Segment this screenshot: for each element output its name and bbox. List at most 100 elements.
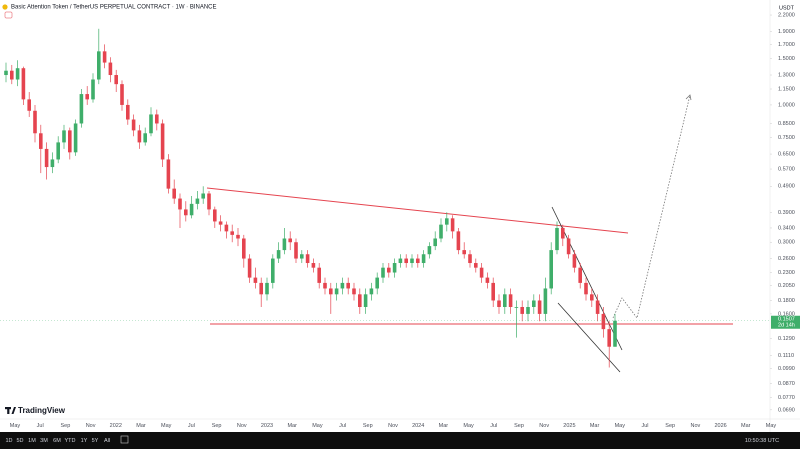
y-tick-label: 1.0000 bbox=[778, 102, 795, 108]
range-button[interactable]: 5Y bbox=[92, 438, 99, 444]
y-tick-label: 1.9000 bbox=[778, 29, 795, 35]
candle-body bbox=[369, 288, 374, 295]
candle-body bbox=[189, 203, 194, 216]
candle-body bbox=[44, 148, 49, 168]
x-tick-label: Jul bbox=[37, 423, 44, 429]
range-button[interactable]: 1Y bbox=[81, 438, 88, 444]
candle-body bbox=[300, 254, 304, 259]
x-tick-label: May bbox=[463, 423, 474, 429]
candle-body bbox=[491, 282, 495, 301]
last-price-box bbox=[771, 315, 800, 329]
candle-body bbox=[73, 123, 78, 153]
candle-body bbox=[584, 282, 588, 295]
y-tick-label: 0.8500 bbox=[778, 121, 795, 127]
y-tick-label: 0.1600 bbox=[778, 311, 795, 317]
x-tick-label: Mar bbox=[287, 423, 297, 429]
countdown: 2d 14h bbox=[778, 323, 795, 329]
candle-body bbox=[595, 300, 600, 314]
y-tick-label: 0.3400 bbox=[778, 225, 795, 231]
range-button[interactable]: 1M bbox=[28, 438, 36, 444]
logo-text[interactable]: TradingView bbox=[18, 406, 66, 415]
range-button[interactable]: 3M bbox=[40, 438, 48, 444]
candle-body bbox=[532, 300, 536, 307]
y-tick-label: 0.7500 bbox=[778, 135, 795, 141]
range-button[interactable]: 1D bbox=[5, 438, 12, 444]
candle-body bbox=[427, 246, 432, 255]
candle-body bbox=[520, 306, 524, 314]
date-range-icon[interactable] bbox=[120, 435, 129, 444]
x-tick-label: May bbox=[10, 423, 21, 429]
candle-body bbox=[102, 51, 107, 63]
candle-body bbox=[555, 227, 559, 251]
y-tick-label: 0.4900 bbox=[778, 184, 795, 190]
range-button[interactable]: YTD bbox=[65, 438, 76, 444]
range-button[interactable]: 6M bbox=[53, 438, 61, 444]
x-tick-label: Mar bbox=[136, 423, 146, 429]
candle-body bbox=[613, 320, 617, 347]
candle-body bbox=[416, 258, 420, 264]
candle-body bbox=[305, 254, 310, 264]
alert-icon[interactable] bbox=[4, 11, 13, 19]
x-tick-label: Mar bbox=[590, 423, 600, 429]
candle-body bbox=[68, 130, 72, 153]
candle-body bbox=[15, 68, 20, 80]
candle-body bbox=[62, 130, 66, 143]
symbol-icon[interactable] bbox=[2, 4, 8, 10]
candle-body bbox=[445, 218, 449, 225]
candle-body bbox=[276, 250, 281, 259]
candle-body bbox=[375, 277, 379, 289]
candle-body bbox=[572, 254, 577, 268]
x-tick-label: Sep bbox=[61, 423, 71, 429]
candle-body bbox=[468, 254, 472, 264]
candle-body bbox=[561, 227, 565, 239]
y-tick-label: 0.3000 bbox=[778, 240, 795, 246]
candle-body bbox=[218, 221, 223, 225]
clock: 10:50:38 UTC bbox=[745, 438, 779, 444]
candle-body bbox=[91, 79, 95, 100]
range-button[interactable]: 5D bbox=[16, 438, 23, 444]
candle-body bbox=[474, 263, 478, 268]
x-tick-label: May bbox=[312, 423, 323, 429]
y-tick-label: 0.2050 bbox=[778, 283, 795, 289]
candle-body bbox=[462, 250, 466, 255]
candle-body bbox=[392, 263, 397, 273]
x-tick-label: 2024 bbox=[412, 423, 424, 429]
candle-body bbox=[358, 294, 362, 307]
candle-body bbox=[508, 294, 513, 307]
candle-body bbox=[456, 231, 461, 251]
candle-body bbox=[120, 84, 124, 105]
x-tick-label: Mar bbox=[741, 423, 751, 429]
candle-body bbox=[27, 99, 31, 111]
candle-body bbox=[50, 159, 55, 168]
candle-body bbox=[149, 114, 153, 134]
candle-body bbox=[184, 209, 188, 216]
range-button[interactable]: All bbox=[104, 438, 110, 444]
candle-body bbox=[201, 193, 205, 199]
candle-body bbox=[503, 294, 507, 307]
y-tick-label: 1.3000 bbox=[778, 72, 795, 78]
y-tick-label: 0.0990 bbox=[778, 366, 795, 372]
candle-body bbox=[213, 209, 217, 222]
candle-body bbox=[578, 267, 582, 283]
candle-body bbox=[79, 94, 84, 124]
candle-body bbox=[363, 294, 368, 307]
candle-body bbox=[410, 258, 414, 264]
candle-body bbox=[178, 198, 182, 210]
candle-body bbox=[131, 119, 136, 131]
x-tick-label: Jul bbox=[339, 423, 346, 429]
candle-body bbox=[33, 110, 37, 134]
candle-body bbox=[323, 282, 327, 289]
currency[interactable]: USDT bbox=[779, 5, 795, 11]
candle-body bbox=[247, 258, 252, 278]
x-tick-label: Nov bbox=[691, 423, 701, 429]
candle-body bbox=[479, 267, 484, 278]
wedge-lower-line bbox=[557, 302, 621, 373]
chart-title: Basic Attention Token / TetherUS PERPETU… bbox=[11, 5, 217, 11]
candle-body bbox=[143, 133, 147, 143]
y-tick-label: 0.0870 bbox=[778, 381, 795, 387]
candle-body bbox=[346, 282, 350, 289]
candle-body bbox=[340, 282, 345, 289]
candle-body bbox=[288, 238, 292, 243]
